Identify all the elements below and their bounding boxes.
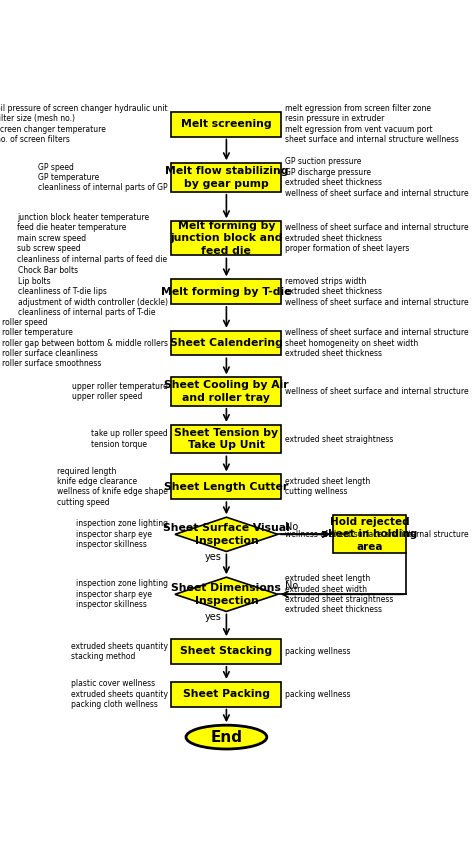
Text: End: End: [210, 729, 242, 745]
Text: plastic cover wellness
extruded sheets quantity
packing cloth wellness: plastic cover wellness extruded sheets q…: [71, 680, 168, 709]
Text: Sheet Length Cutter: Sheet Length Cutter: [164, 482, 289, 491]
Text: Hold rejected
sheet in holding
area: Hold rejected sheet in holding area: [322, 517, 417, 552]
Text: inspection zone lighting
inspector sharp eye
inspector skillness: inspection zone lighting inspector sharp…: [76, 520, 168, 550]
Text: Melt forming by
junction block and
feed die: Melt forming by junction block and feed …: [170, 221, 283, 256]
Text: GP suction pressure
GP discharge pressure
extruded sheet thickness
wellness of s: GP suction pressure GP discharge pressur…: [285, 158, 469, 198]
Text: junction block heater temperature
feed die heater temperature
main screw speed
s: junction block heater temperature feed d…: [18, 213, 168, 264]
FancyBboxPatch shape: [171, 682, 282, 707]
Text: Chock Bar bolts
Lip bolts
cleanliness of T-die lips
adjustment of width controll: Chock Bar bolts Lip bolts cleanliness of…: [18, 266, 168, 317]
Text: Sheet Stacking: Sheet Stacking: [180, 646, 273, 657]
Text: yes: yes: [205, 612, 222, 622]
Text: Sheet Calendering: Sheet Calendering: [170, 338, 283, 348]
Text: packing wellness: packing wellness: [285, 647, 351, 656]
Text: extruded sheet straightness: extruded sheet straightness: [285, 435, 393, 443]
Text: Melt flow stabilizing
by gear pump: Melt flow stabilizing by gear pump: [164, 166, 288, 188]
FancyBboxPatch shape: [171, 330, 282, 355]
Text: extruded sheets quantity
stacking method: extruded sheets quantity stacking method: [71, 642, 168, 661]
Text: No: No: [285, 521, 299, 532]
Text: removed strips width
extruded sheet thickness
wellness of sheet surface and inte: removed strips width extruded sheet thic…: [285, 276, 469, 306]
Text: wellness of sheet surface and internal structure: wellness of sheet surface and internal s…: [285, 530, 469, 539]
Text: Sheet Surface Visual
Inspection: Sheet Surface Visual Inspection: [163, 523, 290, 545]
Text: inspection zone lighting
inspector sharp eye
inspector skillness: inspection zone lighting inspector sharp…: [76, 580, 168, 609]
FancyBboxPatch shape: [171, 221, 282, 255]
Polygon shape: [175, 577, 278, 611]
Text: yes: yes: [205, 552, 222, 562]
Text: take up roller speed
tension torque: take up roller speed tension torque: [91, 430, 168, 449]
Text: wellness of sheet surface and internal structure
extruded sheet thickness
proper: wellness of sheet surface and internal s…: [285, 223, 469, 253]
Text: No: No: [285, 580, 299, 591]
Text: Melt forming by T-die: Melt forming by T-die: [161, 287, 292, 297]
FancyBboxPatch shape: [171, 425, 282, 454]
Text: Sheet Cooling by Air
and roller tray: Sheet Cooling by Air and roller tray: [164, 380, 289, 403]
Text: Sheet Tension by
Take Up Unit: Sheet Tension by Take Up Unit: [174, 428, 278, 450]
Text: Sheet Dimensions
Inspection: Sheet Dimensions Inspection: [172, 583, 282, 605]
Text: GP speed
GP temperature
cleanliness of internal parts of GP: GP speed GP temperature cleanliness of i…: [38, 163, 168, 193]
Ellipse shape: [186, 725, 267, 749]
FancyBboxPatch shape: [171, 279, 282, 304]
FancyBboxPatch shape: [171, 474, 282, 499]
FancyBboxPatch shape: [171, 112, 282, 136]
FancyBboxPatch shape: [171, 639, 282, 663]
Text: extruded sheet length
extruded sheet width
extruded sheet straightness
extruded : extruded sheet length extruded sheet wid…: [285, 574, 393, 615]
Text: upper roller temperature
upper roller speed: upper roller temperature upper roller sp…: [72, 382, 168, 401]
Text: melt egression from screen filter zone
resin pressure in extruder
melt egression: melt egression from screen filter zone r…: [285, 104, 459, 144]
FancyBboxPatch shape: [171, 163, 282, 192]
Text: extruded sheet length
cutting wellness: extruded sheet length cutting wellness: [285, 477, 370, 496]
FancyBboxPatch shape: [333, 515, 406, 553]
Text: roller speed
roller temperature
roller gap between bottom & middle rollers
rolle: roller speed roller temperature roller g…: [1, 318, 168, 368]
Text: wellness of sheet surface and internal structure: wellness of sheet surface and internal s…: [285, 387, 469, 396]
Text: packing wellness: packing wellness: [285, 690, 351, 698]
Text: required length
knife edge clearance
wellness of knife edge shape
cutting speed: required length knife edge clearance wel…: [57, 467, 168, 507]
Text: Sheet Packing: Sheet Packing: [183, 689, 270, 699]
Text: wellness of sheet surface and internal structure
sheet homogeneity on sheet widt: wellness of sheet surface and internal s…: [285, 328, 469, 358]
FancyBboxPatch shape: [171, 377, 282, 406]
Text: oil pressure of screen changer hydraulic unit
filter size (mesh no.)
screen chan: oil pressure of screen changer hydraulic…: [0, 104, 168, 144]
Text: Melt screening: Melt screening: [181, 119, 272, 129]
Polygon shape: [175, 517, 278, 551]
